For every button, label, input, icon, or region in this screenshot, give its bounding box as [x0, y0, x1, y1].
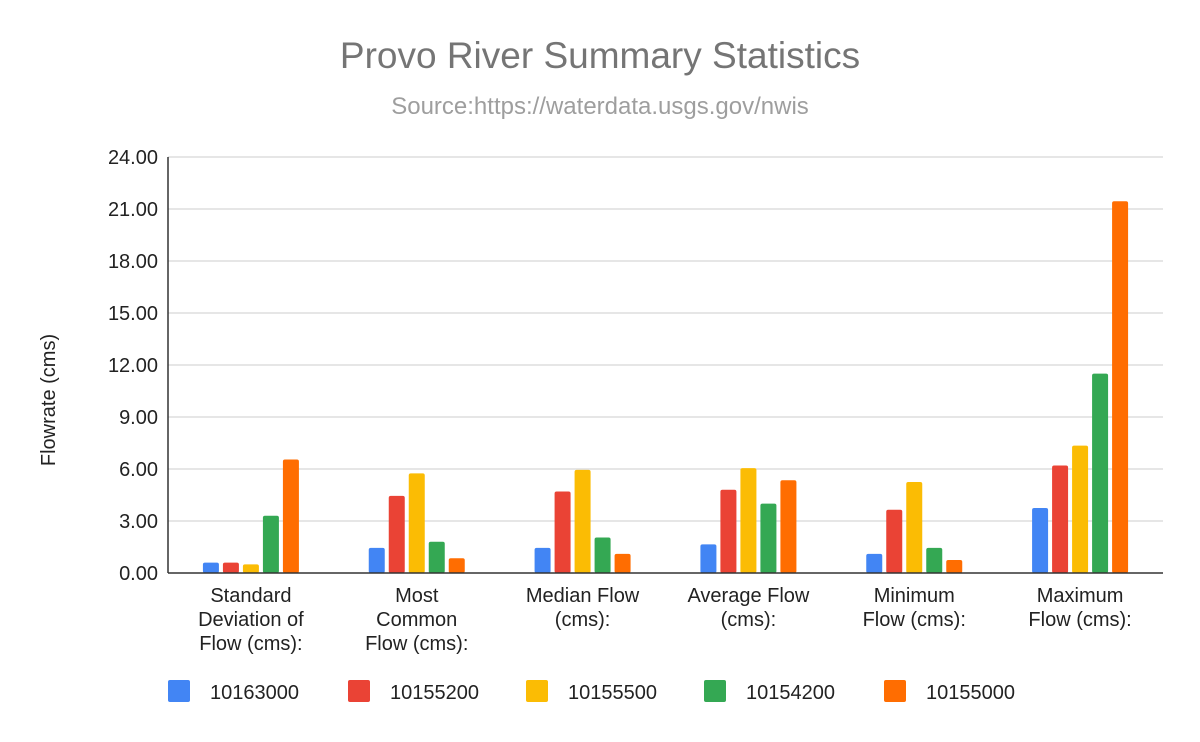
bar-10155000-0: [282, 459, 299, 573]
chart-title: Provo River Summary Statistics: [340, 35, 860, 76]
y-tick-label: 18.00: [108, 251, 158, 273]
legend: 10163000 10155200 10155500 10154200 10155000: [168, 680, 1015, 704]
bar-10155500-2: [574, 469, 591, 573]
legend-label: 10155200: [390, 682, 479, 704]
x-category-label: Most: [395, 585, 439, 607]
chart-subtitle: Source:https://waterdata.usgs.gov/nwis: [391, 93, 809, 120]
y-tick-label: 9.00: [119, 407, 158, 429]
y-axis-label: Flowrate (cms): [38, 334, 60, 466]
bar-10155500-4: [906, 482, 923, 573]
bar-10155500-1: [408, 473, 425, 573]
x-category-label: (cms):: [721, 609, 777, 631]
legend-label: 10155000: [926, 682, 1015, 704]
legend-label: 10154200: [746, 682, 835, 704]
gridlines: [168, 156, 1163, 522]
bar-10155500-0: [242, 564, 259, 573]
bar-10154200-2: [594, 537, 611, 573]
bar-10155200-3: [720, 489, 737, 573]
legend-swatch-10155500: [526, 680, 548, 702]
bar-10155000-3: [780, 480, 797, 573]
legend-label: 10163000: [210, 682, 299, 704]
y-tick-label: 21.00: [108, 199, 158, 221]
legend-swatch-10155000: [884, 680, 906, 702]
x-category-label: Average Flow: [687, 585, 809, 607]
y-tick-label: 0.00: [119, 563, 158, 585]
x-category-label: Maximum: [1037, 585, 1124, 607]
x-category-label: Standard: [210, 585, 291, 607]
x-category-label: Minimum: [874, 585, 955, 607]
legend-swatch-10163000: [168, 680, 190, 702]
y-tick-label: 3.00: [119, 511, 158, 533]
y-tick-label: 15.00: [108, 303, 158, 325]
bar-10155200-1: [388, 495, 405, 573]
y-tick-label: 24.00: [108, 147, 158, 169]
x-category-label: (cms):: [555, 609, 611, 631]
bar-10155200-5: [1052, 465, 1069, 573]
bar-10154200-5: [1092, 373, 1109, 573]
bar-10163000-2: [534, 547, 551, 573]
bar-10155000-4: [946, 560, 963, 573]
bar-10155500-3: [740, 468, 757, 573]
legend-label: 10155500: [568, 682, 657, 704]
bar-10154200-1: [428, 541, 445, 573]
bar-10154200-4: [926, 547, 943, 573]
bar-10155000-2: [614, 553, 631, 573]
bar-10163000-4: [866, 553, 883, 573]
bar-10163000-0: [202, 562, 219, 573]
bar-10163000-5: [1032, 508, 1049, 573]
bar-10163000-3: [700, 544, 717, 573]
bar-10155200-4: [886, 509, 903, 573]
x-category-label: Deviation of: [198, 609, 304, 631]
bar-10155000-5: [1112, 201, 1129, 573]
x-category-label: Flow (cms):: [1028, 609, 1131, 631]
x-category-label: Flow (cms):: [365, 633, 468, 655]
bar-10155000-1: [448, 558, 465, 573]
bar-10154200-0: [262, 515, 279, 573]
x-category-label: Common: [376, 609, 457, 631]
bars: [202, 201, 1129, 573]
y-tick-label: 12.00: [108, 355, 158, 377]
bar-10163000-1: [368, 547, 385, 573]
x-category-label: Median Flow: [526, 585, 640, 607]
x-category-label: Flow (cms):: [863, 609, 966, 631]
bar-10155500-5: [1072, 445, 1089, 573]
axes: [167, 157, 1163, 574]
bar-10155200-0: [222, 562, 239, 573]
y-tick-labels: 0.00 3.00 6.00 9.00 12.00 15.00 18.00 21.00 24.0…: [108, 147, 158, 585]
bar-10155200-2: [554, 491, 571, 573]
x-category-label: Flow (cms):: [199, 633, 302, 655]
y-tick-label: 6.00: [119, 459, 158, 481]
legend-swatch-10155200: [348, 680, 370, 702]
legend-swatch-10154200: [704, 680, 726, 702]
bar-10154200-3: [760, 503, 777, 573]
